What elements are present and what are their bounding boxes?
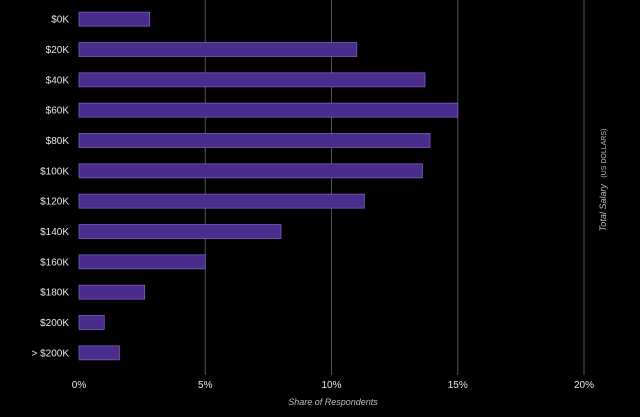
y-tick-label: $100K bbox=[40, 166, 69, 177]
bars bbox=[78, 11, 459, 361]
x-tick-label: 20% bbox=[574, 380, 594, 391]
grid-lines bbox=[204, 0, 585, 375]
y-tick-label: $180K bbox=[40, 288, 69, 299]
y-tick-labels: $0K $20K $40K $60K $80K $100K $120K $140K $160K $… bbox=[31, 15, 69, 360]
y-axis-label-unit: (US DOLLARS) bbox=[601, 129, 608, 178]
y-tick-label: $80K bbox=[46, 136, 70, 147]
y-tick-label: $60K bbox=[46, 106, 70, 117]
y-tick-label: $160K bbox=[40, 257, 69, 268]
bar bbox=[78, 72, 426, 88]
x-tick-label: 5% bbox=[198, 380, 213, 391]
bar bbox=[78, 133, 431, 148]
y-axis-label-title: Total Salary bbox=[598, 184, 608, 232]
x-tick-label: 15% bbox=[448, 380, 468, 391]
bar bbox=[78, 315, 105, 330]
y-tick-label: $20K bbox=[46, 45, 70, 56]
bar bbox=[78, 284, 146, 300]
x-tick-label: 10% bbox=[321, 380, 341, 391]
x-axis-label: Share of Respondents bbox=[288, 397, 378, 407]
bar bbox=[78, 163, 423, 179]
bar bbox=[78, 224, 282, 239]
y-tick-label: $140K bbox=[40, 227, 69, 238]
bar bbox=[78, 42, 358, 57]
x-tick-labels: 0% 5% 10% 15% 20% bbox=[72, 380, 594, 391]
bar bbox=[78, 193, 365, 209]
bar bbox=[78, 11, 151, 27]
y-tick-label: $120K bbox=[40, 197, 69, 208]
y-tick-label: $200K bbox=[40, 318, 69, 329]
y-tick-label: > $200K bbox=[31, 348, 69, 359]
y-tick-label: $0K bbox=[51, 15, 69, 26]
y-axis-label: Total Salary (US DOLLARS) bbox=[598, 129, 608, 232]
bar bbox=[78, 102, 459, 118]
y-tick-label: $40K bbox=[46, 75, 70, 86]
bar bbox=[78, 254, 206, 270]
bar bbox=[78, 345, 120, 361]
x-tick-label: 0% bbox=[72, 380, 87, 391]
